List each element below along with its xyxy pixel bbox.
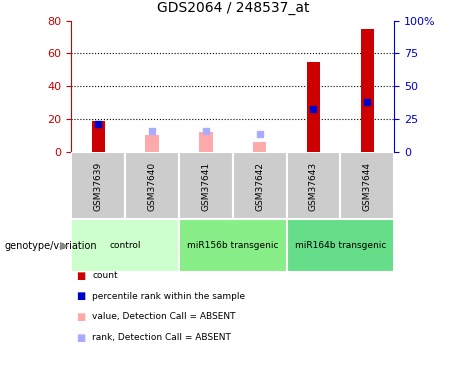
Text: rank, Detection Call = ABSENT: rank, Detection Call = ABSENT (92, 333, 231, 342)
Text: miR156b transgenic: miR156b transgenic (187, 241, 278, 250)
Bar (71, 219, 179, 272)
Bar (361, 29, 374, 152)
Text: ■: ■ (76, 291, 85, 301)
Text: ■: ■ (76, 312, 85, 322)
Text: miR164b transgenic: miR164b transgenic (295, 241, 386, 250)
Bar (179, 219, 287, 272)
Bar (340, 152, 394, 219)
Text: ■: ■ (76, 271, 85, 280)
Text: ▶: ▶ (60, 241, 68, 250)
Bar (145, 135, 159, 152)
Bar (233, 152, 287, 219)
Text: control: control (110, 241, 141, 250)
Bar (71, 152, 125, 219)
Text: genotype/variation: genotype/variation (5, 241, 97, 250)
Text: GSM37643: GSM37643 (309, 162, 318, 211)
Bar (307, 62, 320, 152)
Bar (179, 152, 233, 219)
Bar (253, 142, 266, 152)
Text: count: count (92, 271, 118, 280)
Bar (287, 219, 394, 272)
Title: GDS2064 / 248537_at: GDS2064 / 248537_at (157, 2, 309, 15)
Text: GSM37642: GSM37642 (255, 162, 264, 211)
Bar (92, 121, 105, 152)
Bar (199, 132, 213, 152)
Bar (125, 152, 179, 219)
Bar (287, 152, 340, 219)
Text: GSM37639: GSM37639 (94, 162, 103, 211)
Text: GSM37640: GSM37640 (148, 162, 157, 211)
Text: percentile rank within the sample: percentile rank within the sample (92, 292, 245, 301)
Text: ■: ■ (76, 333, 85, 342)
Text: GSM37641: GSM37641 (201, 162, 210, 211)
Text: GSM37644: GSM37644 (363, 162, 372, 211)
Text: value, Detection Call = ABSENT: value, Detection Call = ABSENT (92, 312, 236, 321)
